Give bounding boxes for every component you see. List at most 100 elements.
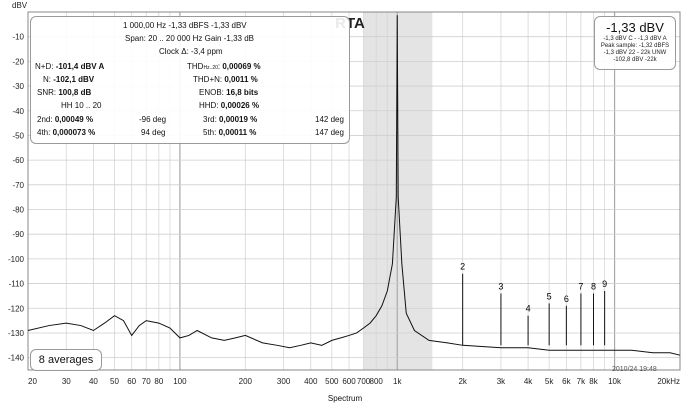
h3-phase: 142 deg [315,115,344,124]
thdn-value: 0,0011 % [224,75,258,84]
y-tick-label: -120 [8,304,25,313]
x-tick-label: 300 [277,377,291,386]
level-line2: Peak sample: -1,32 dBFS [600,43,670,49]
x-tick-label: 6k [562,377,571,386]
h2-row: 2nd: 0,00049 % [37,113,93,126]
y-tick-label: -10 [12,33,24,42]
enob-row: ENOB: 16,8 bits [199,86,258,99]
x-axis-label: Spectrum [327,394,363,403]
h5-phase: 147 deg [315,128,344,137]
x-tick-label: 400 [304,377,318,386]
x-tick-label: 50 [110,377,119,386]
thd-sub: Hz..20 [203,65,218,71]
hh-label: HH 10 .. 20 [61,101,102,110]
y-tick-label: -20 [12,57,24,66]
snr-row: SNR: 100,8 dB [37,86,91,99]
y-tick-label: -40 [12,107,24,116]
x-tick-label: 700 [357,377,371,386]
y-tick-label: -60 [12,156,24,165]
averages-badge: 8 averages [30,349,102,371]
h5-label: 5th: [203,128,217,137]
x-tick-label: 80 [154,377,163,386]
harmonic-label: 9 [602,279,607,289]
x-tick-label: 7k [577,377,586,386]
h5-value: 0,00011 % [218,128,257,137]
h5-row: 5th: 0,00011 % [203,126,256,139]
enob-value: 16,8 bits [226,88,259,97]
nd-row: N+D: -101,4 dBV A [35,60,104,73]
x-tick-label: 2k [458,377,467,386]
harmonic-label: 7 [578,281,583,291]
plot-frame [27,11,681,371]
y-tick-label: -100 [8,255,25,264]
info-line3: Clock Δ: -3,4 ppm [159,47,223,56]
info-line2: Span: 20 .. 20 000 Hz Gain -1,33 dB [125,34,254,43]
harmonic-label: 8 [591,281,596,291]
x-tick-label: 20kHz [657,377,680,386]
x-tick-label: 10k [608,377,622,386]
level-line4: -102,8 dBV -22k [613,57,657,63]
x-tick-label: 30 [62,377,71,386]
y-tick-label: -70 [12,181,24,190]
thd-value: 0,00069 % [222,62,261,71]
x-tick-label: 40 [89,377,98,386]
x-tick-label: 20 [28,377,37,386]
h3-label: 3rd: [203,115,217,124]
hhd-row: HHD: 0,00026 % [199,99,259,112]
y-tick-label: -30 [12,82,24,91]
nd-label: N+D: [35,62,54,71]
y-tick-label: -130 [8,329,25,338]
x-tick-label: 70 [142,377,151,386]
y-tick-label: -110 [9,280,25,289]
timestamp: 2010/24 19:48 [612,366,657,373]
h4-phase: 94 deg [141,128,166,137]
snr-value: 100,8 dB [58,88,92,97]
h3-value: 0,00019 % [219,115,258,124]
y-tick-label: -90 [12,230,24,239]
y-axis-label: dBV [12,1,28,10]
x-tick-label: 500 [325,377,339,386]
x-tick-label: 600 [342,377,356,386]
enob-label: ENOB: [199,88,224,97]
hhd-label: HHD: [199,101,219,110]
harmonic-markers: 2 3 4 5 67 8 9 [460,262,607,346]
thdn-row: THD+N: 0,0011 % [193,73,258,86]
level-main: -1,33 dBV [606,20,664,35]
x-tick-label: 200 [239,377,253,386]
series [27,15,681,356]
y-tick-label: -50 [12,131,24,140]
harmonic-label: 2 [460,262,465,272]
h2-phase: -96 deg [139,115,167,124]
info-line1: 1 000,00 Hz -1,33 dBFS -1,33 dBV [123,21,247,30]
h2-label: 2nd: [37,115,53,124]
harmonic-label: 6 [564,294,569,304]
x-tick-label: 800 [370,377,384,386]
hhd-value: 0,00026 % [220,101,260,110]
h2-value: 0,00049 % [54,115,94,124]
level-line1: -1,3 dBV C - -1,3 dBV A [603,36,667,42]
harmonic-label: 5 [547,291,552,301]
thdn-label: THD+N: [193,75,223,84]
thd-label: THD [187,62,204,71]
harmonic-label: 4 [526,304,531,314]
x-tick-label: 5k [545,377,554,386]
x-tick-label: 1k [393,377,402,386]
y-tick-label: -140 [8,354,25,363]
n-value: -102,1 dBV [53,75,95,84]
x-tick-label: 4k [524,377,533,386]
x-tick-label: 8k [589,377,598,386]
h4-row: 4th: 0,000073 % [37,126,95,139]
spectrum-line [27,15,681,356]
y-tick-label: -80 [12,206,24,215]
thd-row: THDHz..20: 0,00069 % [187,62,261,71]
level-line3: -1,3 dBV 22 - 22k UNW [603,50,667,56]
nd-value: -101,4 dBV A [55,62,105,71]
harmonic-label: 3 [498,281,503,291]
h3-row: 3rd: 0,00019 % [203,113,257,126]
level-panel: -1,33 dBV -1,3 dBV C - -1,3 dBV A Peak s… [594,16,676,70]
n-label: N: [43,75,51,84]
measurement-panel: 1 000,00 Hz -1,33 dBFS -1,33 dBV Span: 2… [30,16,350,144]
x-tick-label: 3k [497,377,506,386]
snr-label: SNR: [37,88,57,97]
axes: 20 30 40 50 60 70 80 100 200 300 400 500 600 700 800 1k… [8,33,680,386]
